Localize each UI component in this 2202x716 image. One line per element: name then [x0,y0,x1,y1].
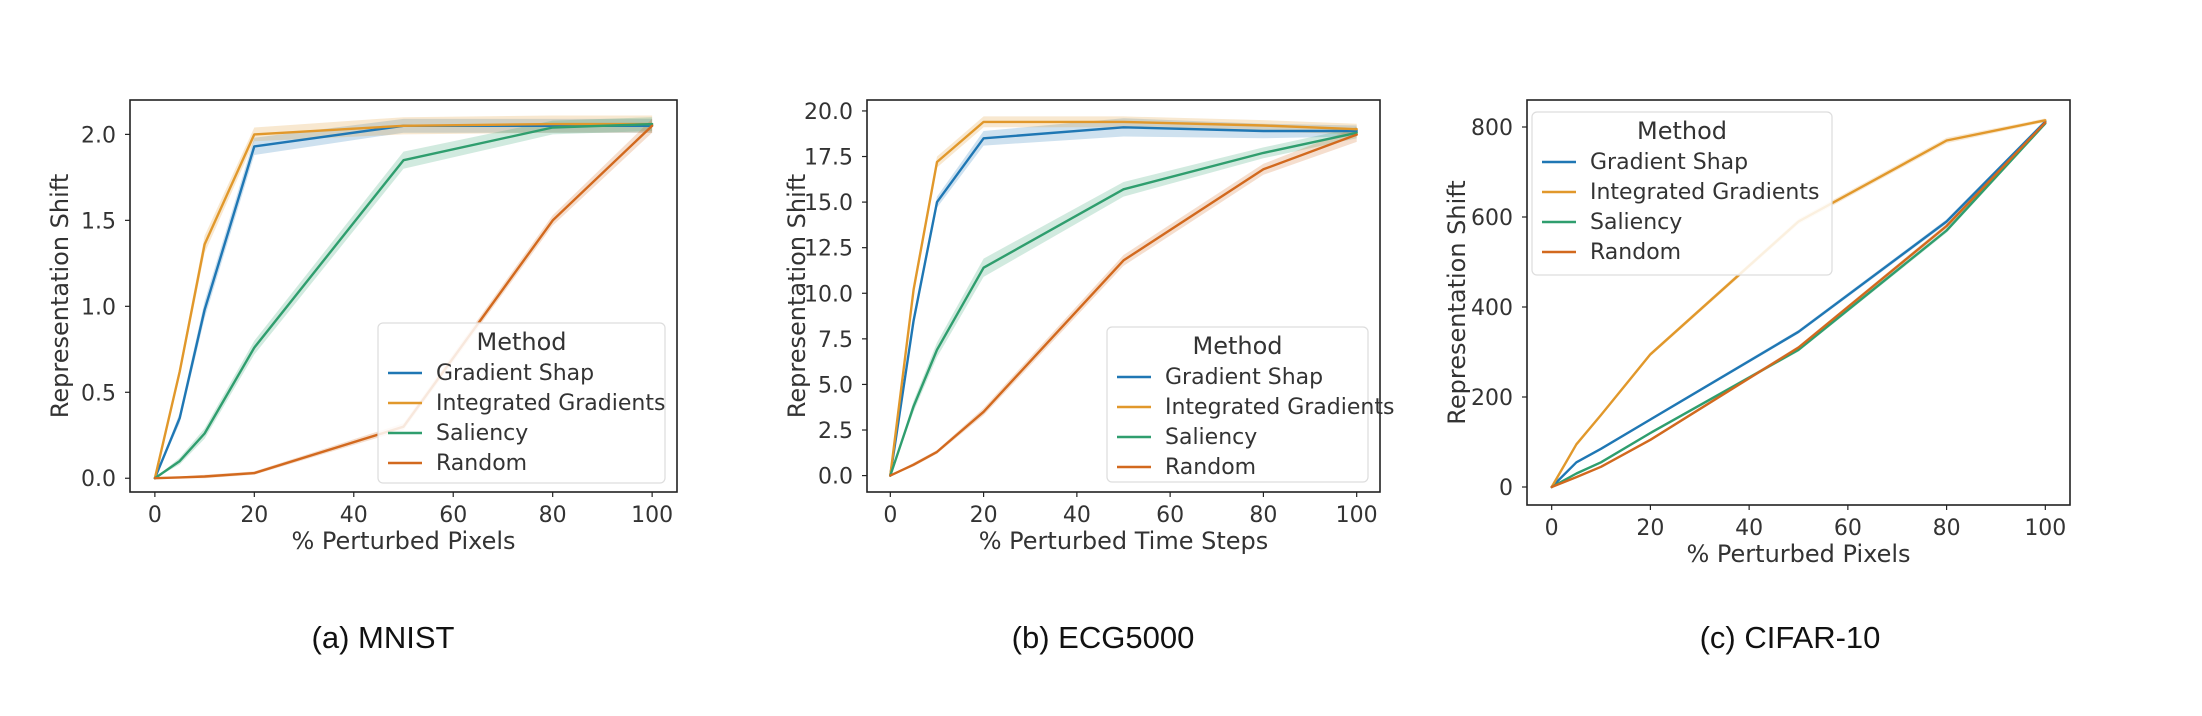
legend-title: Method [1637,117,1727,145]
y-axis-label: Representation Shift [783,174,811,418]
x-tick-label: 100 [1336,503,1378,528]
panel-caption: (c) CIFAR-10 [1700,620,1881,655]
panel-caption: (a) MNIST [312,620,455,655]
x-tick-label: 40 [1063,503,1091,528]
legend-label-saliency: Saliency [1165,425,1257,450]
y-tick-label: 800 [1471,116,1513,141]
x-tick-label: 80 [539,503,567,528]
x-tick-label: 40 [340,503,368,528]
legend-label-saliency: Saliency [436,421,528,446]
y-tick-label: 0.0 [81,467,116,492]
legend-label-gradient-shap: Gradient Shap [1165,365,1323,390]
x-tick-label: 20 [970,503,998,528]
y-tick-label: 17.5 [804,146,853,171]
series-line-saliency [153,122,654,480]
series-line-integrated-gradients [889,120,1358,477]
legend-label-integrated-gradients: Integrated Gradients [436,391,665,416]
y-tick-label: 2.0 [81,123,116,148]
legend-label-integrated-gradients: Integrated Gradients [1165,395,1394,420]
y-tick-label: 10.0 [804,282,853,307]
legend-label-gradient-shap: Gradient Shap [1590,150,1748,175]
series-line-integrated-gradients [153,122,654,480]
x-tick-label: 60 [1834,516,1862,541]
y-tick-label: 7.5 [818,328,853,353]
y-tick-label: 20.0 [804,100,853,125]
chart-panel-1: 0 20 40 60 80 100 0.0 0.5 1.0 1.5 2.0 % Perturbed P… [46,99,678,655]
x-tick-label: 100 [631,503,673,528]
legend-label-integrated-gradients: Integrated Gradients [1590,180,1819,205]
series-line-gradient-shap [153,124,654,480]
y-tick-label: 2.5 [818,419,853,444]
series-line-random [153,124,654,480]
y-tick-label: 0 [1499,476,1513,501]
x-tick-label: 40 [1735,516,1763,541]
x-tick-label: 0 [883,503,897,528]
legend: Method Gradient Shap Integrated Gradients S… [1531,111,1833,276]
x-tick-label: 80 [1933,516,1961,541]
y-tick-label: 5.0 [818,373,853,398]
series-line-saliency [1550,122,2047,489]
x-axis-label: % Perturbed Time Steps [979,527,1269,555]
legend-box [1106,326,1369,483]
x-tick-label: 60 [439,503,467,528]
x-tick-label: 20 [240,503,268,528]
x-axis-label: % Perturbed Pixels [1686,540,1910,568]
legend-label-random: Random [436,451,527,476]
legend-box [1531,111,1833,276]
axes-frame [1526,99,2071,506]
legend-label-random: Random [1165,455,1256,480]
legend: Method Gradient Shap Integrated Gradients S… [377,322,666,484]
x-tick-label: 80 [1249,503,1277,528]
series-line-gradient-shap [1550,120,2047,489]
chart-panel-2: 0 20 40 60 80 100 0.0 2.5 5.0 7.5 10.0 12.5 15.0 17.5… [783,99,1394,655]
x-tick-label: 0 [148,503,162,528]
y-tick-label: 1.5 [81,209,116,234]
y-tick-label: 0.0 [818,465,853,490]
x-tick-label: 100 [2024,516,2066,541]
y-tick-label: 12.5 [804,237,853,262]
y-tick-label: 15.0 [804,191,853,216]
y-axis-label: Representation Shift [1443,180,1471,424]
x-axis-label: % Perturbed Pixels [291,527,515,555]
axes-frame [866,99,1381,493]
series-line-random [1550,121,2047,489]
x-tick-label: 20 [1636,516,1664,541]
legend-label-saliency: Saliency [1590,210,1682,235]
series-line-saliency [889,131,1358,477]
series-line-integrated-gradients [1550,119,2047,489]
legend-label-random: Random [1590,240,1681,265]
legend-title: Method [1192,332,1282,360]
x-tick-label: 60 [1156,503,1184,528]
legend-box [377,322,666,484]
y-tick-label: 1.0 [81,295,116,320]
y-tick-label: 400 [1471,296,1513,321]
y-tick-label: 600 [1471,206,1513,231]
y-tick-label: 200 [1471,386,1513,411]
legend-label-gradient-shap: Gradient Shap [436,361,594,386]
axes-frame [129,99,678,493]
x-tick-label: 0 [1545,516,1559,541]
series-line-gradient-shap [889,126,1358,477]
panel-caption: (b) ECG5000 [1012,620,1195,655]
y-tick-label: 0.5 [81,381,116,406]
series-line-random [889,133,1358,477]
legend-title: Method [476,328,566,356]
band-random [890,127,1357,476]
y-axis-label: Representation Shift [46,174,74,418]
legend: Method Gradient Shap Integrated Gradients S… [1106,326,1394,483]
chart-panel-3: 0 20 40 60 80 100 0 200 400 600 800 % Perturbed Pix… [1443,99,2071,655]
